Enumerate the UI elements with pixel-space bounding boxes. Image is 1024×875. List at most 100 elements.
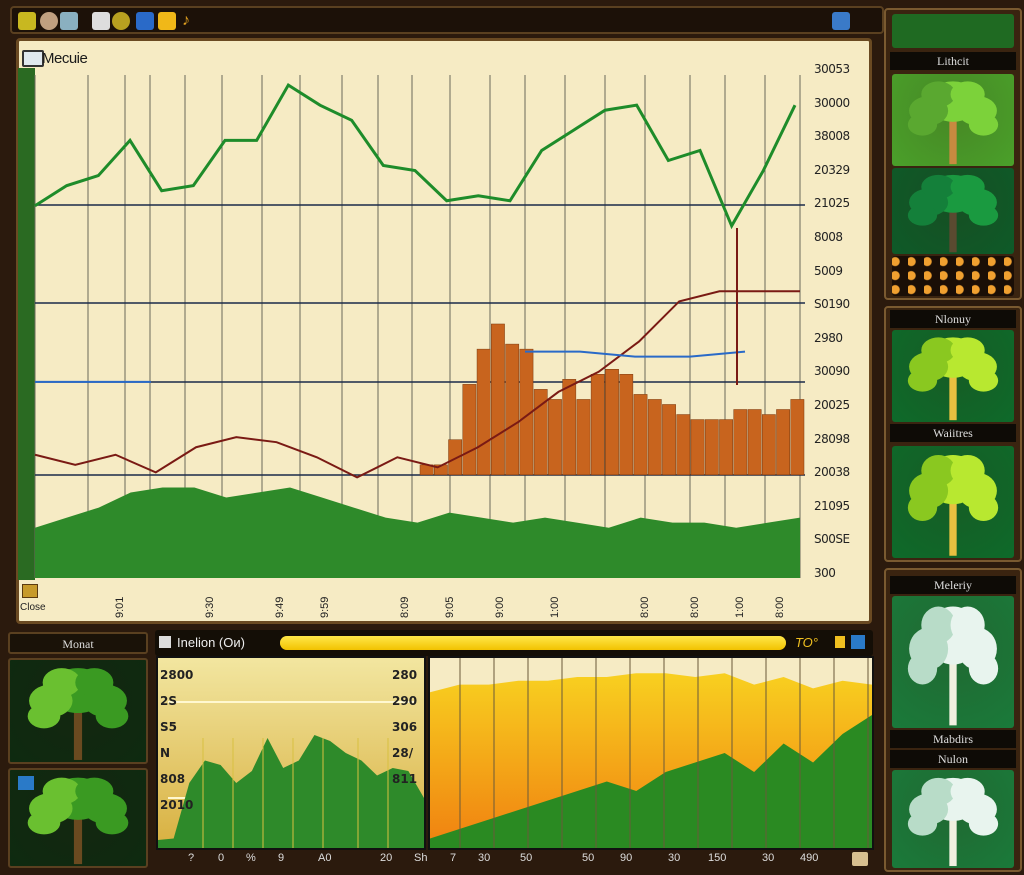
tree-icon <box>907 174 999 253</box>
y-tick-label: 808 <box>160 772 186 786</box>
tree-image[interactable] <box>892 596 1014 728</box>
x-tick-label: % <box>246 852 256 864</box>
series-area <box>430 715 872 848</box>
x-tick-label: 150 <box>708 852 727 864</box>
y-tick-label: 5009 <box>814 263 843 278</box>
sidebar-label: Nulon <box>890 750 1016 768</box>
window-icon[interactable] <box>18 776 34 790</box>
terrain-area <box>158 735 424 848</box>
x-tick-label: A0 <box>318 852 332 864</box>
tree-foliage <box>921 777 956 806</box>
tree-foliage <box>42 777 81 805</box>
tree-icon <box>27 668 129 760</box>
tree-foliage <box>968 652 999 685</box>
window-icon[interactable] <box>22 50 44 67</box>
tree-trunk <box>949 202 957 253</box>
tree-foliage <box>968 204 999 226</box>
progress-bar <box>280 636 786 650</box>
close-button[interactable] <box>22 584 38 598</box>
tree-image[interactable] <box>892 446 1014 558</box>
tree-foliage <box>968 812 999 836</box>
gold-square-icon[interactable] <box>158 12 176 30</box>
bar <box>733 409 748 476</box>
tree-trunk <box>949 366 957 421</box>
y-tick-label: 811 <box>392 772 418 786</box>
bar <box>776 409 790 476</box>
bottom-chart-2 <box>428 656 874 850</box>
x-tick-label: 30 <box>762 852 775 864</box>
tree-icon <box>907 777 999 867</box>
window-icon[interactable] <box>832 12 850 30</box>
arrow-icon[interactable] <box>835 636 845 648</box>
tree-image[interactable] <box>8 658 148 764</box>
sidebar-label: Nlonuy <box>890 310 1016 328</box>
header-label: Inelion (Ои) <box>177 635 245 650</box>
bar <box>605 369 619 476</box>
sidebar: Lithcit Nlonuy Waiitres Meleriy Mabdirs … <box>884 8 1022 872</box>
disk-icon[interactable] <box>136 12 154 30</box>
tree-foliage <box>950 454 985 487</box>
tree-image[interactable] <box>892 168 1014 254</box>
tree-foliage <box>950 337 985 364</box>
bar <box>448 439 463 476</box>
tree-foliage <box>968 369 999 392</box>
bar <box>761 414 776 476</box>
tree-foliage <box>950 174 985 199</box>
tree-foliage <box>921 454 956 487</box>
x-tick-label: 8:00 <box>774 596 786 618</box>
tree-foliage <box>950 606 985 644</box>
series-line <box>34 82 797 230</box>
window-icon[interactable] <box>851 635 865 649</box>
terrain-area <box>35 487 800 578</box>
y-tick-label: 2010 <box>160 798 194 812</box>
bar <box>676 414 691 476</box>
x-tick-label: Sh <box>414 852 428 864</box>
save-icon[interactable] <box>159 636 171 648</box>
bar <box>747 409 762 476</box>
y-tick-label: 20038 <box>814 465 850 480</box>
y-tick-label: S00SE <box>814 532 850 547</box>
bar <box>476 348 491 476</box>
tree-image[interactable] <box>892 330 1014 422</box>
tree-foliage <box>75 668 114 697</box>
y-tick-label: 30090 <box>814 364 850 379</box>
tree-trunk <box>73 808 83 865</box>
bar <box>590 374 605 476</box>
x-tick-label: 20 <box>380 852 393 864</box>
y-tick-label: N <box>160 746 171 760</box>
grid-icon[interactable] <box>92 12 110 30</box>
tree-trunk <box>949 490 957 556</box>
x-tick-label: 8:00 <box>689 596 701 618</box>
tree-image[interactable] <box>892 74 1014 166</box>
x-tick-label: 9:01 <box>114 596 126 618</box>
sidebar-panel-1: Lithcit <box>884 8 1022 300</box>
y-tick-label: 290 <box>392 694 418 708</box>
bar <box>662 404 676 476</box>
y-tick-label: S5 <box>160 720 177 734</box>
horn-icon[interactable]: ♪ <box>182 12 190 29</box>
x-tick-label: 9:59 <box>319 596 331 618</box>
tree-foliage <box>950 81 985 108</box>
y-tick-label: 21025 <box>814 196 850 211</box>
tree-image[interactable] <box>892 770 1014 868</box>
chart-title: Mecuie <box>42 50 88 67</box>
y-tick-label: 28/ <box>392 746 414 760</box>
y-tick-label: 30053 <box>814 62 850 76</box>
coins-icon[interactable] <box>18 12 36 30</box>
folder-icon[interactable] <box>852 852 868 866</box>
tree-foliage <box>921 337 956 364</box>
y-tick-label: 2800 <box>160 668 194 682</box>
x-tick-label: 30 <box>668 852 681 864</box>
x-tick-label: 9:00 <box>494 596 506 618</box>
y-tick-label: 8008 <box>814 230 843 244</box>
tree-trunk <box>73 700 83 760</box>
bottom-left-panel: Monat <box>6 630 148 870</box>
medal-icon[interactable] <box>112 12 130 30</box>
tree-icon <box>27 777 129 865</box>
bar <box>533 389 548 476</box>
lightbulb-icon[interactable] <box>40 12 58 30</box>
x-tick-label: 7 <box>450 852 457 864</box>
monitor-icon[interactable] <box>60 12 78 30</box>
main-chart <box>18 68 805 580</box>
sidebar-label: Mabdirs <box>890 730 1016 748</box>
